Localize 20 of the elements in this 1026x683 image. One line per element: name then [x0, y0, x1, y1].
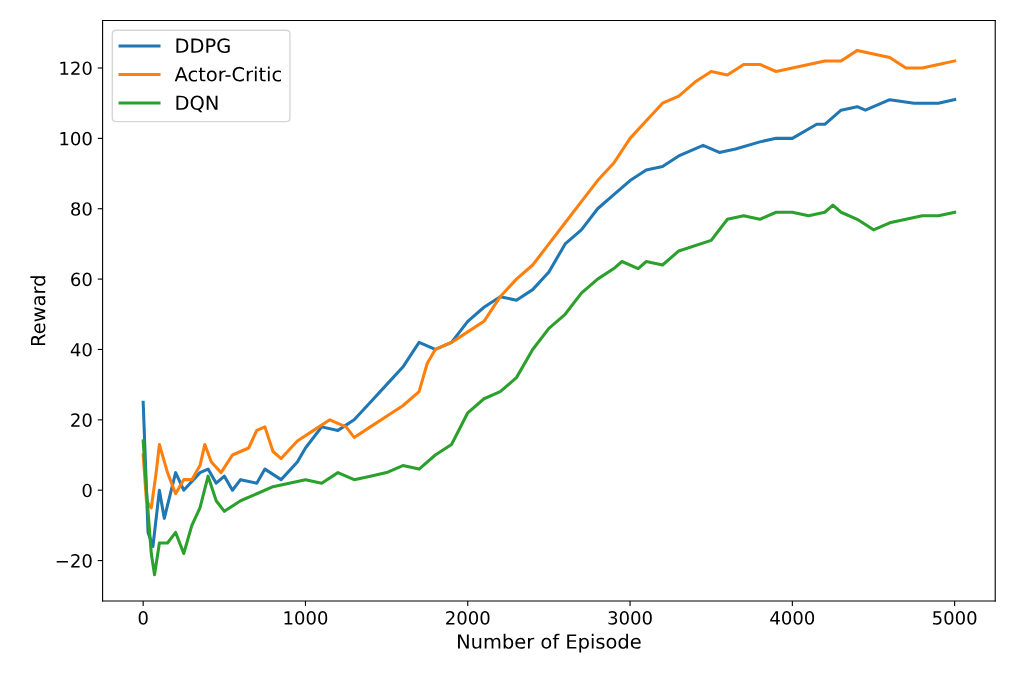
x-tick-label: 5000	[933, 611, 977, 625]
x-tick-label: 2000	[446, 611, 490, 625]
x-tick-label: 0	[138, 611, 148, 625]
y-tick-label: 20	[71, 413, 92, 427]
x-axis-title: Number of Episode	[458, 633, 641, 653]
y-tick-label: 0	[82, 483, 92, 498]
y-axis-title: Reward	[30, 276, 46, 346]
y-tick-label: 100	[60, 131, 92, 146]
y-tick-label: 60	[71, 272, 92, 287]
x-tick-label: 4000	[770, 611, 815, 625]
legend-label: DQN	[176, 95, 218, 113]
line-series	[141, 203, 957, 577]
y-tick-label: 40	[70, 342, 92, 357]
legend-label: DDPG	[176, 38, 230, 54]
y-tick-label: −20	[56, 554, 92, 568]
y-tick-label: 120	[60, 61, 92, 76]
x-tick-label: 3000	[608, 611, 652, 625]
x-tick-label: 1000	[284, 611, 328, 625]
legend-label: Actor-Critic	[174, 66, 281, 82]
y-tick-label: 80	[71, 202, 92, 216]
